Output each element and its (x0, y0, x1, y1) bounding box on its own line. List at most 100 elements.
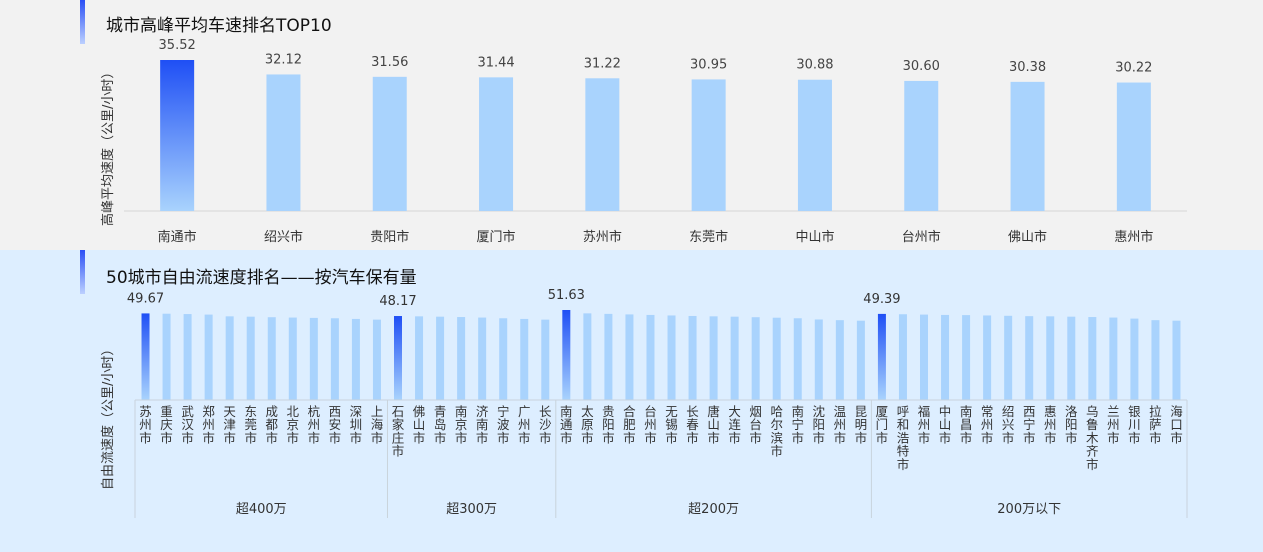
bottom-bar (730, 316, 739, 400)
bottom-x-tick-label: 太原市 (581, 404, 594, 445)
bottom-bar-value-label: 49.39 (863, 292, 900, 307)
bottom-bar (583, 313, 592, 400)
bottom-x-tick-label: 乌鲁木齐市 (1086, 404, 1099, 472)
bottom-bar (204, 314, 213, 400)
bottom-bar (793, 318, 802, 400)
bottom-bar (246, 316, 255, 400)
bottom-bar (667, 315, 676, 400)
top-x-tick-label: 东莞市 (689, 229, 728, 245)
bottom-bar (1130, 318, 1139, 400)
top-bar-value-label: 32.12 (265, 52, 302, 67)
bottom-x-tick-label: 无锡市 (665, 404, 678, 445)
bottom-x-tick-label: 长春市 (686, 404, 699, 445)
bottom-x-tick-label: 常州市 (981, 404, 994, 445)
bottom-chart-title: 50城市自由流速度排名——按汽车保有量 (106, 268, 417, 288)
bottom-group-label: 200万以下 (997, 502, 1061, 517)
top-chart-panel: 城市高峰平均车速排名TOP10 高峰平均速度（公里/小时） (0, 0, 1263, 250)
top-bar (691, 79, 726, 211)
bottom-bar (562, 310, 571, 400)
bottom-x-tick-label: 济南市 (476, 404, 489, 445)
top-bar (797, 79, 832, 212)
top-bar (266, 74, 301, 211)
bottom-bar (835, 320, 844, 400)
bottom-x-tick-label: 东莞市 (244, 404, 257, 445)
bottom-x-tick-label: 苏州市 (139, 404, 152, 445)
bottom-bar (309, 317, 318, 400)
top-bar-value-label: 31.44 (477, 55, 514, 70)
top-x-tick-label: 中山市 (795, 229, 834, 245)
bottom-bar (941, 314, 950, 400)
bottom-bar (141, 313, 150, 400)
top-bar-value-label: 30.60 (903, 59, 940, 74)
top-bar (585, 78, 620, 211)
bottom-x-tick-label: 福州市 (918, 404, 931, 445)
bottom-bar (920, 314, 928, 400)
bottom-group-label: 超200万 (688, 502, 739, 517)
bottom-x-tick-label: 西宁市 (1023, 404, 1036, 445)
top-bar-value-label: 30.38 (1009, 60, 1046, 75)
bottom-x-tick-label: 佛山市 (413, 404, 426, 445)
bottom-x-tick-label: 哈尔滨市 (770, 404, 783, 459)
bottom-x-tick-label: 南京市 (455, 404, 468, 445)
bottom-x-tick-label: 绍兴市 (1002, 404, 1015, 445)
bottom-bar (436, 316, 445, 400)
bottom-bar (267, 317, 276, 400)
bottom-bar (1172, 320, 1181, 400)
top-bar (479, 77, 514, 211)
bottom-bar (225, 316, 234, 400)
bottom-bar (415, 316, 424, 400)
top-x-tick-label: 惠州市 (1114, 229, 1153, 245)
bottom-x-tick-label: 武汉市 (181, 404, 194, 445)
bottom-bar (288, 317, 297, 400)
bottom-x-tick-label: 南宁市 (792, 404, 805, 445)
top-x-tick-label: 厦门市 (477, 229, 516, 245)
bottom-x-tick-label: 宁波市 (497, 404, 510, 445)
bottom-title-accent (80, 250, 85, 294)
bottom-x-tick-label: 天津市 (223, 404, 236, 445)
top-x-tick-label: 台州市 (902, 229, 941, 245)
bottom-x-tick-label: 青岛市 (434, 404, 447, 445)
top-x-tick-label: 贵阳市 (370, 229, 409, 245)
bottom-x-tick-label: 惠州市 (1044, 404, 1057, 445)
bottom-bar (604, 313, 613, 400)
top-title-accent (80, 0, 85, 44)
bottom-x-tick-label: 长沙市 (539, 404, 552, 445)
bottom-x-tick-label: 台州市 (644, 404, 657, 445)
bottom-bar (856, 320, 865, 400)
bottom-bar (162, 313, 171, 400)
bottom-group-label: 超400万 (236, 502, 287, 517)
bottom-bar (772, 317, 781, 400)
bottom-bar (709, 316, 718, 400)
top-bar-value-label: 35.52 (159, 38, 196, 53)
bottom-x-tick-label: 沈阳市 (813, 404, 826, 445)
top-bar (372, 76, 407, 211)
bottom-x-tick-label: 兰州市 (1107, 404, 1120, 445)
bottom-x-tick-label: 拉萨市 (1149, 404, 1162, 445)
top-x-tick-label: 苏州市 (583, 229, 622, 245)
bottom-bar (1046, 316, 1055, 400)
bottom-bar (877, 313, 886, 400)
bottom-x-tick-label: 银川市 (1128, 404, 1141, 445)
bottom-bar (983, 315, 992, 400)
bottom-x-tick-label: 昆明市 (855, 404, 868, 445)
top-bar-value-label: 31.22 (584, 56, 621, 71)
bottom-bar (688, 315, 697, 400)
bottom-x-tick-label: 中山市 (939, 404, 952, 445)
top-bar-value-label: 30.88 (796, 58, 833, 73)
bottom-x-tick-label: 大连市 (728, 404, 741, 445)
bottom-bar (330, 318, 339, 400)
bottom-x-tick-label: 成都市 (266, 404, 279, 445)
bottom-x-tick-label: 石家庄市 (392, 404, 405, 459)
bottom-bar (814, 319, 823, 400)
bottom-bar (1088, 317, 1097, 400)
bottom-bar (625, 314, 634, 400)
bottom-bar (478, 317, 487, 400)
bottom-x-tick-label: 贵阳市 (602, 404, 615, 445)
bottom-bar (541, 319, 550, 400)
top-bar-value-label: 30.95 (690, 57, 727, 72)
top-bar (160, 60, 195, 211)
bottom-bar (962, 315, 971, 400)
bottom-bar (372, 319, 381, 400)
